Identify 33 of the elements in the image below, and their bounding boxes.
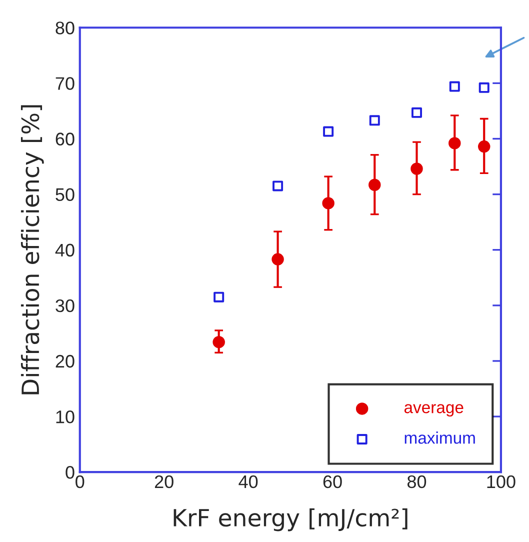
legend-label: average	[404, 404, 464, 417]
point	[478, 140, 490, 153]
point	[214, 292, 224, 302]
x-axis-title: KrF energy [mJ/cm²]	[174, 508, 408, 532]
y-tick-label: 40	[55, 244, 74, 257]
y-axis-title: Diffraction efficiency [%]	[20, 105, 44, 394]
y-tick-label: 70	[56, 77, 74, 90]
x-tick-label: 0	[76, 475, 84, 488]
point	[448, 137, 461, 150]
point	[411, 107, 422, 118]
point	[369, 115, 380, 126]
x-tick-label: 80	[407, 475, 426, 488]
y-tick-label: 30	[56, 299, 74, 312]
point	[478, 82, 490, 93]
legend-label: maximum	[404, 432, 475, 444]
point	[272, 253, 284, 266]
y-tick-label: 10	[56, 410, 74, 424]
x-tick-label: 60	[323, 475, 342, 488]
y-tick-label: 80	[56, 22, 74, 34]
y-tick-label: 20	[56, 354, 74, 368]
point	[322, 197, 334, 210]
y-tick-label: 0	[66, 466, 74, 479]
x-tick-label: 20	[154, 475, 174, 488]
x-tick-label: 40	[238, 475, 258, 488]
point	[323, 126, 334, 137]
point	[368, 178, 381, 191]
y-tick-label: 60	[56, 132, 74, 146]
y-tick-label: 50	[56, 188, 74, 202]
point	[449, 81, 460, 92]
point	[212, 336, 225, 348]
point	[272, 180, 284, 192]
point	[410, 162, 423, 175]
x-tick-label: 100	[487, 475, 516, 488]
